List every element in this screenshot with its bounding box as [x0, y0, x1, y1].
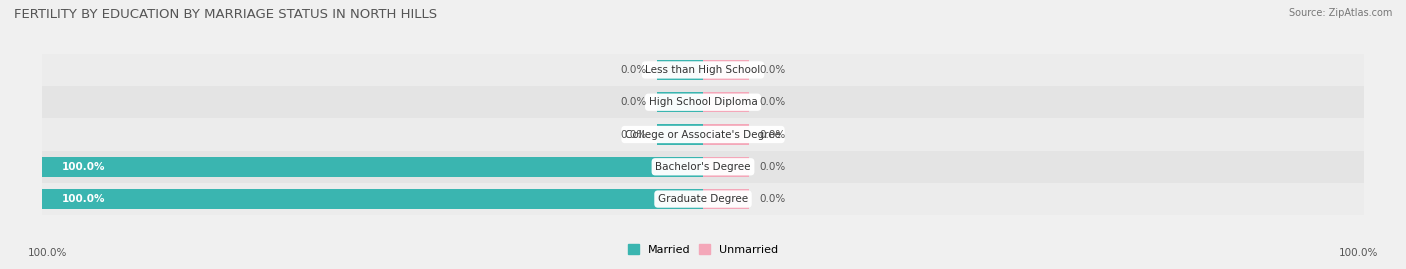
- Bar: [703, 125, 749, 144]
- Text: Less than High School: Less than High School: [645, 65, 761, 75]
- Bar: [703, 157, 749, 177]
- Bar: [703, 92, 749, 112]
- Text: 0.0%: 0.0%: [759, 129, 786, 140]
- Text: 0.0%: 0.0%: [620, 65, 647, 75]
- Bar: [703, 189, 749, 209]
- Text: 0.0%: 0.0%: [620, 97, 647, 107]
- Bar: [42, 189, 703, 209]
- Bar: [703, 60, 749, 80]
- Text: College or Associate's Degree: College or Associate's Degree: [626, 129, 780, 140]
- Bar: [657, 92, 703, 112]
- Text: 0.0%: 0.0%: [759, 194, 786, 204]
- Text: FERTILITY BY EDUCATION BY MARRIAGE STATUS IN NORTH HILLS: FERTILITY BY EDUCATION BY MARRIAGE STATU…: [14, 8, 437, 21]
- Bar: [42, 151, 1364, 183]
- Legend: Married, Unmarried: Married, Unmarried: [627, 245, 779, 255]
- Bar: [42, 54, 1364, 86]
- Text: High School Diploma: High School Diploma: [648, 97, 758, 107]
- Text: Bachelor's Degree: Bachelor's Degree: [655, 162, 751, 172]
- Text: 100.0%: 100.0%: [1339, 248, 1378, 258]
- Text: Graduate Degree: Graduate Degree: [658, 194, 748, 204]
- Bar: [42, 118, 1364, 151]
- Text: Source: ZipAtlas.com: Source: ZipAtlas.com: [1288, 8, 1392, 18]
- Bar: [42, 157, 703, 177]
- Text: 0.0%: 0.0%: [759, 97, 786, 107]
- Text: 100.0%: 100.0%: [28, 248, 67, 258]
- Bar: [42, 86, 1364, 118]
- Text: 0.0%: 0.0%: [620, 129, 647, 140]
- Bar: [42, 183, 1364, 215]
- Text: 0.0%: 0.0%: [759, 65, 786, 75]
- Text: 100.0%: 100.0%: [62, 194, 105, 204]
- Text: 0.0%: 0.0%: [759, 162, 786, 172]
- Text: 100.0%: 100.0%: [62, 162, 105, 172]
- Bar: [657, 60, 703, 80]
- Bar: [657, 125, 703, 144]
